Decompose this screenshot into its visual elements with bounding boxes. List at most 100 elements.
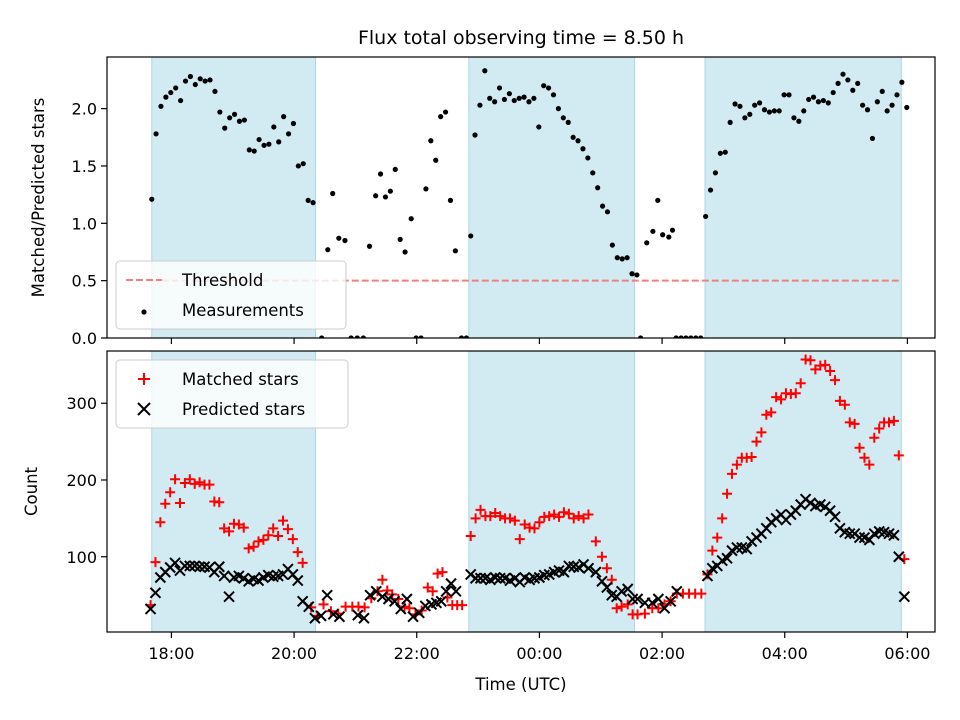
measurement-point	[149, 196, 155, 202]
measurement-point	[222, 125, 228, 131]
predicted-star-marker	[671, 585, 683, 598]
measurement-point	[325, 247, 331, 253]
measurement-point	[580, 146, 586, 152]
measurement-point	[423, 186, 429, 192]
measurement-point	[570, 134, 576, 140]
matched-star-marker	[893, 450, 904, 461]
matched-star-marker	[854, 442, 865, 453]
matched-star-marker	[475, 504, 486, 515]
matched-star-marker	[160, 498, 171, 509]
measurement-point	[408, 216, 414, 222]
measurement-point	[413, 335, 419, 338]
x-axis-label: Time (UTC)	[474, 675, 566, 694]
matched-star-marker	[174, 498, 185, 509]
predicted-star-marker	[376, 590, 389, 603]
matched-star-marker	[859, 452, 870, 463]
measurement-point	[397, 236, 403, 242]
predicted-star-marker	[590, 566, 602, 578]
measurement-point	[595, 185, 601, 191]
matched-star-marker	[568, 513, 579, 524]
measurement-point	[377, 171, 384, 177]
measurement-point	[428, 138, 434, 144]
matched-star-marker	[884, 417, 894, 428]
measurement-point	[402, 249, 408, 255]
measurement-point	[869, 135, 876, 142]
measurement-point	[266, 141, 272, 147]
predicted-star-marker	[440, 585, 452, 598]
predicted-star-marker	[450, 585, 462, 598]
matched-star-marker	[273, 531, 284, 542]
measurement-point	[884, 108, 890, 114]
measurement-point	[178, 97, 184, 104]
predicted-star-marker	[218, 570, 230, 582]
measurement-point	[781, 92, 787, 98]
x-tick-label: 22:00	[394, 644, 440, 663]
measurement-point	[590, 170, 596, 176]
measurement-point	[609, 242, 615, 248]
measurement-point	[360, 335, 366, 338]
measurement-point	[251, 148, 257, 154]
matched-star-marker	[243, 543, 254, 554]
measurement-point	[158, 103, 164, 109]
matched-star-marker	[457, 600, 468, 611]
measurement-point	[629, 271, 635, 277]
matched-star-marker	[869, 432, 880, 443]
panel-frame	[106, 56, 936, 339]
predicted-star-marker	[401, 593, 413, 605]
observing-window-span	[704, 350, 902, 633]
measurement-point	[526, 99, 532, 105]
predicted-star-marker	[829, 511, 841, 523]
matched-star-marker	[766, 407, 777, 418]
measurement-point	[501, 96, 508, 103]
legend-label: Threshold	[181, 271, 263, 290]
predicted-star-marker	[193, 561, 206, 573]
y-tick-label: 100	[66, 548, 97, 567]
matched-star-marker	[155, 517, 166, 528]
measurement-point	[899, 79, 905, 85]
measurement-point	[889, 102, 895, 108]
measurement-point	[717, 150, 723, 156]
measurement-point	[521, 94, 527, 100]
measurement-point	[546, 85, 552, 91]
predicted-star-marker	[615, 585, 628, 598]
predicted-star-marker	[853, 531, 866, 544]
matched-star-marker	[150, 557, 161, 568]
legend-matched-handle	[138, 373, 150, 385]
measurement-point	[835, 80, 841, 86]
measurement-point	[418, 335, 424, 338]
matched-star-marker	[404, 603, 415, 614]
measurement-point	[182, 78, 189, 84]
matched-star-marker	[611, 603, 622, 614]
predicted-star-marker	[358, 612, 370, 624]
measurement-point	[382, 194, 389, 200]
matched-star-marker	[465, 531, 476, 542]
matched-star-marker	[583, 509, 594, 520]
matched-star-marker	[278, 515, 289, 526]
count-panel: 100 200 300 18:00 20:00 22:00 00:00 02:00 04:00 0…	[22, 350, 936, 663]
measurement-point	[575, 138, 581, 144]
matched-star-marker	[771, 392, 782, 403]
measurement-point	[688, 335, 694, 338]
measurement-point	[560, 115, 566, 121]
y-tick-label: 0.5	[72, 272, 97, 291]
predicted-star-marker	[292, 574, 304, 587]
chart-title: Flux total observing time = 8.50 h	[358, 27, 684, 49]
measurement-point	[660, 232, 666, 238]
measurement-point	[850, 87, 856, 93]
predicted-star-marker	[407, 610, 419, 623]
matched-star-marker	[427, 586, 438, 597]
measurement-point	[231, 111, 238, 117]
matched-star-marker	[874, 423, 885, 434]
predicted-star-marker	[582, 562, 595, 574]
measurement-point	[447, 197, 454, 203]
measurement-point	[669, 227, 676, 233]
legend: Matched stars Predicted stars	[115, 359, 349, 429]
matched-star-marker	[509, 515, 520, 526]
predicted-star-marker	[646, 597, 658, 609]
predicted-star-marker	[844, 528, 856, 540]
matched-star-marker	[712, 532, 723, 543]
predicted-star-marker	[321, 589, 333, 601]
matched-star-marker	[776, 394, 787, 405]
matched-star-marker	[573, 511, 584, 522]
matched-star-marker	[529, 523, 540, 534]
